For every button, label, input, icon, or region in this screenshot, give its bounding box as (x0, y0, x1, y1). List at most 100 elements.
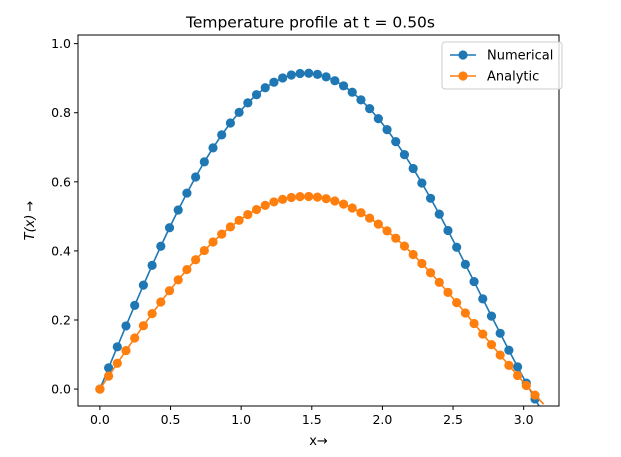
analytic-point (382, 226, 392, 236)
y-tick-label: 0.8 (51, 105, 71, 120)
legend-label: Numerical (487, 49, 553, 64)
analytic-point (191, 255, 201, 265)
analytic-point (156, 297, 166, 307)
analytic-point (530, 390, 540, 400)
analytic-point (295, 192, 305, 202)
analytic-point (443, 287, 453, 297)
analytic-point (104, 371, 114, 381)
analytic-point (147, 309, 157, 319)
y-axis-ticks: 0.0 0.2 0.4 0.6 0.8 1.0 (51, 36, 78, 397)
numerical-point (173, 205, 183, 215)
analytic-point (338, 199, 349, 209)
numerical-point (112, 342, 122, 352)
x-tick-label: 2.0 (372, 412, 392, 427)
numerical-point (495, 328, 505, 338)
analytic-point (217, 229, 227, 239)
numerical-point (504, 345, 514, 355)
numerical-point (182, 188, 192, 198)
numerical-point (469, 276, 479, 287)
series-numerical (95, 68, 540, 406)
numerical-point (243, 98, 253, 108)
numerical-point (460, 259, 470, 269)
analytic-point (469, 318, 479, 329)
analytic-point (452, 298, 462, 308)
analytic-point (373, 219, 383, 229)
numerical-point (217, 130, 227, 140)
numerical-point (382, 125, 392, 135)
numerical-point (234, 107, 244, 117)
y-axis-label-arrow: → (23, 201, 38, 212)
numerical-point (373, 114, 383, 124)
analytic-point (121, 345, 131, 356)
numerical-point (338, 81, 349, 91)
numerical-point (365, 104, 375, 114)
series-analytic (95, 191, 545, 405)
analytic-point (130, 333, 140, 343)
numerical-point (330, 76, 340, 86)
numerical-point (286, 70, 296, 80)
numerical-point (164, 223, 175, 233)
legend: Numerical Analytic (441, 41, 563, 90)
analytic-point (269, 197, 279, 207)
analytic-point (417, 258, 427, 269)
numerical-line (99, 72, 540, 406)
y-axis-label-variable: T(x) (23, 215, 38, 241)
analytic-point (321, 194, 331, 204)
numerical-point (443, 225, 453, 236)
legend-label: Analytic (487, 70, 539, 85)
analytic-point (234, 215, 244, 225)
analytic-point (312, 192, 323, 202)
numerical-point (399, 150, 410, 160)
legend-frame (441, 41, 563, 90)
x-tick-label: 3.0 (514, 412, 534, 427)
y-tick-label: 0.0 (51, 382, 71, 397)
analytic-point (260, 200, 270, 210)
legend-swatch-marker (458, 50, 468, 60)
x-axis-ticks: 0.0 0.5 1.0 1.5 2.0 2.5 3.0 (90, 406, 534, 427)
analytic-point (356, 208, 366, 218)
y-tick-label: 0.2 (51, 312, 71, 327)
analytic-point (512, 370, 523, 381)
analytic-point (251, 204, 262, 215)
analytic-point (399, 241, 410, 251)
numerical-point (295, 68, 305, 79)
numerical-point (199, 157, 209, 167)
analytic-point (112, 358, 122, 368)
y-axis-label: T(x) → (23, 201, 38, 241)
y-tick-label: 1.0 (51, 36, 71, 51)
numerical-point (321, 72, 331, 82)
numerical-point (434, 209, 444, 219)
numerical-point (356, 95, 366, 105)
analytic-point (365, 213, 375, 223)
analytic-point (304, 191, 314, 202)
legend-swatch-marker (458, 71, 468, 81)
plot-area (77, 34, 560, 407)
x-tick-label: 0.5 (161, 412, 181, 427)
numerical-point (156, 241, 166, 251)
legend-items: Numerical Analytic (450, 49, 553, 85)
series-layer (95, 68, 545, 406)
analytic-point (243, 209, 253, 220)
numerical-point (452, 242, 462, 252)
numerical-point (208, 143, 218, 153)
numerical-point (278, 73, 288, 83)
analytic-point (408, 249, 418, 260)
analytic-point (521, 380, 531, 391)
numerical-point (147, 260, 157, 271)
numerical-point (104, 363, 114, 373)
numerical-point (121, 321, 131, 331)
legend-item-analytic: Analytic (450, 70, 539, 85)
analytic-point (138, 321, 148, 331)
numerical-point (269, 77, 279, 87)
numerical-point (138, 280, 148, 290)
analytic-point (286, 192, 296, 203)
numerical-point (425, 193, 436, 203)
y-tick-label: 0.6 (51, 174, 71, 189)
x-tick-label: 0.0 (90, 412, 110, 427)
numerical-point (251, 90, 262, 100)
analytic-point (347, 203, 357, 213)
numerical-point (304, 68, 314, 78)
analytic-point (434, 277, 444, 287)
numerical-point (486, 311, 497, 321)
